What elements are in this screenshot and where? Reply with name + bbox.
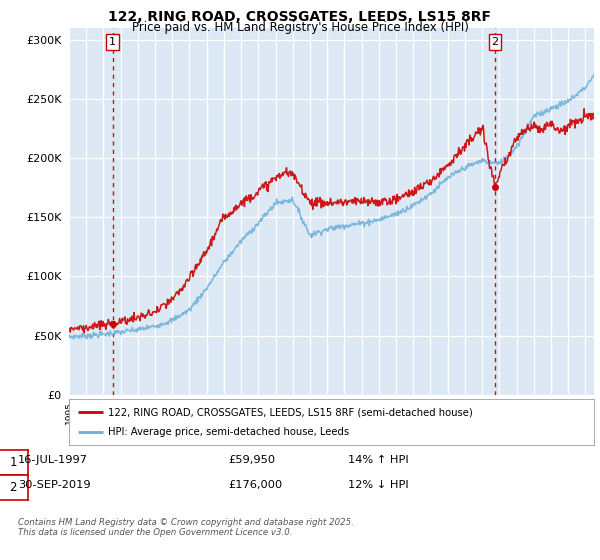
Text: Contains HM Land Registry data © Crown copyright and database right 2025.
This d: Contains HM Land Registry data © Crown c… bbox=[18, 518, 354, 538]
Text: 2: 2 bbox=[491, 37, 499, 47]
Text: 16-JUL-1997: 16-JUL-1997 bbox=[18, 455, 88, 465]
Text: £59,950: £59,950 bbox=[228, 455, 275, 465]
Text: 14% ↑ HPI: 14% ↑ HPI bbox=[348, 455, 409, 465]
Text: 2: 2 bbox=[10, 481, 17, 494]
Text: £176,000: £176,000 bbox=[228, 480, 282, 490]
Text: 30-SEP-2019: 30-SEP-2019 bbox=[18, 480, 91, 490]
Text: Price paid vs. HM Land Registry's House Price Index (HPI): Price paid vs. HM Land Registry's House … bbox=[131, 21, 469, 34]
Text: 122, RING ROAD, CROSSGATES, LEEDS, LS15 8RF (semi-detached house): 122, RING ROAD, CROSSGATES, LEEDS, LS15 … bbox=[109, 407, 473, 417]
Text: HPI: Average price, semi-detached house, Leeds: HPI: Average price, semi-detached house,… bbox=[109, 427, 349, 437]
Text: 12% ↓ HPI: 12% ↓ HPI bbox=[348, 480, 409, 490]
Text: 1: 1 bbox=[10, 456, 17, 469]
Text: 1: 1 bbox=[109, 37, 116, 47]
Text: 122, RING ROAD, CROSSGATES, LEEDS, LS15 8RF: 122, RING ROAD, CROSSGATES, LEEDS, LS15 … bbox=[109, 10, 491, 24]
